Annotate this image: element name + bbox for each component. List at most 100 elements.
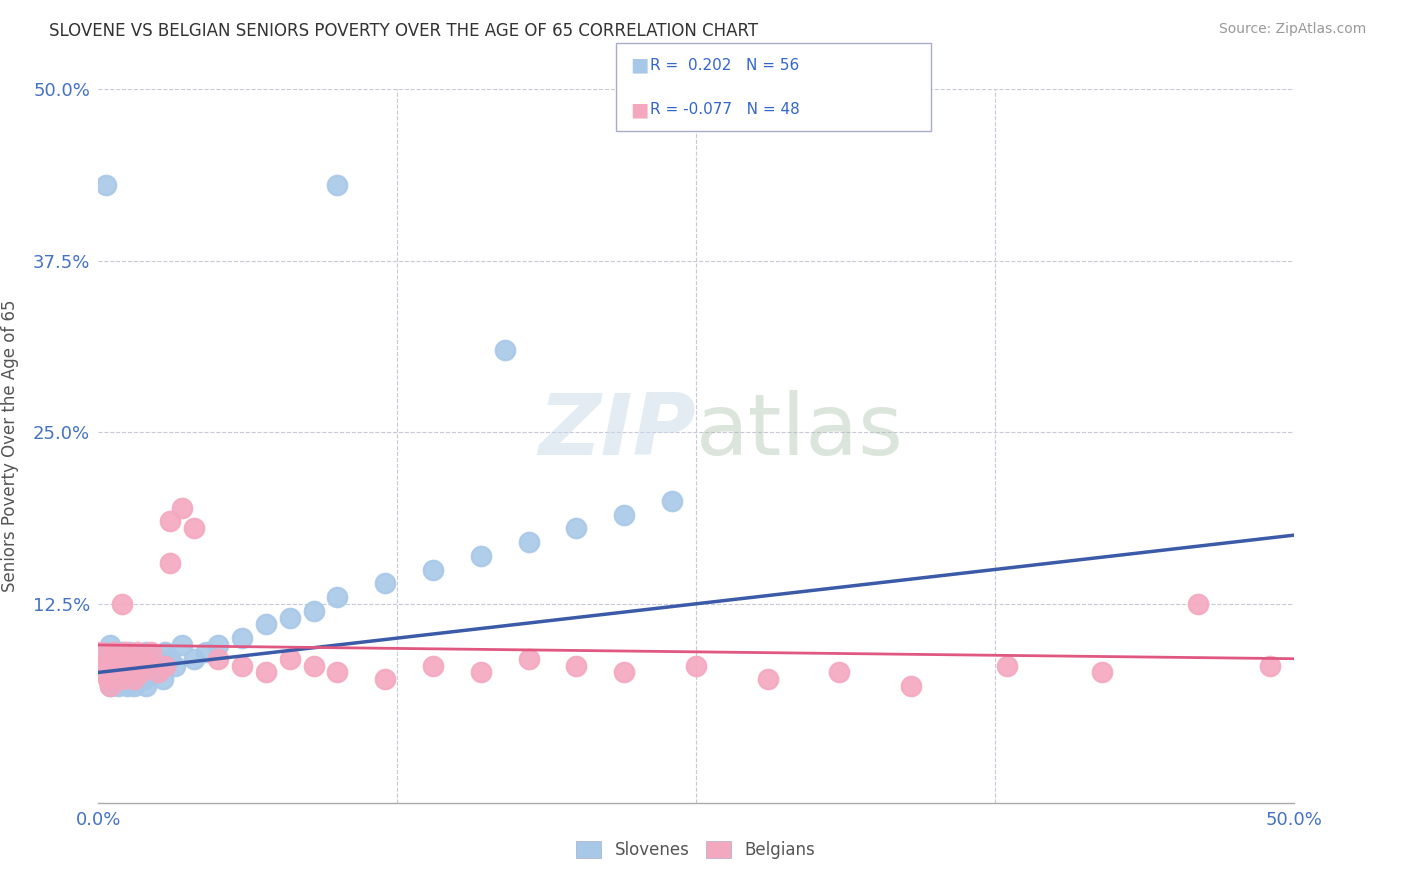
Point <box>302 604 325 618</box>
Point <box>97 665 120 680</box>
Point <box>278 610 301 624</box>
Point <box>128 665 150 680</box>
Point <box>148 651 170 665</box>
Point <box>159 556 181 570</box>
Point <box>828 665 851 680</box>
Point <box>125 645 148 659</box>
Point <box>101 651 124 665</box>
Point <box>115 658 138 673</box>
Point <box>139 658 162 673</box>
Text: SLOVENE VS BELGIAN SENIORS POVERTY OVER THE AGE OF 65 CORRELATION CHART: SLOVENE VS BELGIAN SENIORS POVERTY OVER … <box>49 22 758 40</box>
Point <box>155 658 177 673</box>
Point <box>111 673 134 687</box>
Point <box>995 658 1018 673</box>
Point <box>114 645 136 659</box>
Point <box>422 658 444 673</box>
Point <box>98 679 122 693</box>
Point <box>155 645 177 659</box>
Point <box>98 679 122 693</box>
Point <box>470 665 492 680</box>
Point <box>118 665 141 680</box>
Point <box>326 665 349 680</box>
Point <box>900 679 922 693</box>
Point <box>172 638 194 652</box>
Point <box>152 673 174 687</box>
Point <box>115 679 138 693</box>
Point <box>128 658 150 673</box>
Point <box>107 679 129 693</box>
Point <box>565 521 588 535</box>
Point <box>163 658 186 673</box>
Point <box>172 500 194 515</box>
Point <box>101 645 124 659</box>
Point <box>121 673 143 687</box>
Point <box>97 673 120 687</box>
Point <box>148 665 170 680</box>
Point <box>159 515 181 529</box>
Point <box>254 617 277 632</box>
Point <box>422 562 444 576</box>
Text: Source: ZipAtlas.com: Source: ZipAtlas.com <box>1219 22 1367 37</box>
Point <box>104 658 127 673</box>
Point <box>756 673 779 687</box>
Point <box>94 658 117 673</box>
Point <box>132 673 155 687</box>
Point <box>114 665 136 680</box>
Point <box>145 665 167 680</box>
Point <box>231 658 253 673</box>
Point <box>517 535 540 549</box>
Point <box>254 665 277 680</box>
Point <box>131 665 153 680</box>
Point <box>183 521 205 535</box>
Point <box>94 178 117 193</box>
Point <box>1258 658 1281 673</box>
Point <box>91 665 114 680</box>
Point <box>1091 665 1114 680</box>
Text: atlas: atlas <box>696 390 904 474</box>
Text: ZIP: ZIP <box>538 390 696 474</box>
Point <box>685 658 707 673</box>
Point <box>124 679 146 693</box>
Point <box>565 658 588 673</box>
Point <box>207 638 229 652</box>
Point <box>1187 597 1209 611</box>
Point <box>108 651 131 665</box>
Point <box>135 645 157 659</box>
Point <box>374 576 396 591</box>
Point <box>101 673 124 687</box>
Point <box>111 645 134 659</box>
Point <box>104 645 127 659</box>
Point <box>90 645 112 659</box>
Point <box>183 651 205 665</box>
Point <box>118 645 141 659</box>
Point <box>121 651 143 665</box>
Point <box>90 651 112 665</box>
Point <box>135 679 157 693</box>
Point <box>111 597 134 611</box>
Point <box>111 658 134 673</box>
Point <box>470 549 492 563</box>
Point <box>124 673 146 687</box>
Point <box>91 658 114 673</box>
Point <box>278 651 301 665</box>
Point <box>159 651 181 665</box>
Point <box>231 631 253 645</box>
Text: R = -0.077   N = 48: R = -0.077 N = 48 <box>650 103 800 117</box>
Point <box>374 673 396 687</box>
Point <box>131 651 153 665</box>
Point <box>139 645 162 659</box>
Point <box>125 658 148 673</box>
Point <box>207 651 229 665</box>
Point <box>326 178 349 193</box>
Text: ■: ■ <box>630 100 648 120</box>
Point <box>661 494 683 508</box>
Text: R =  0.202   N = 56: R = 0.202 N = 56 <box>650 58 799 72</box>
Point <box>108 651 131 665</box>
Point <box>124 651 146 665</box>
Point <box>135 651 157 665</box>
Point <box>118 665 141 680</box>
Point <box>98 651 122 665</box>
Point <box>98 638 122 652</box>
Point <box>613 508 636 522</box>
Y-axis label: Seniors Poverty Over the Age of 65: Seniors Poverty Over the Age of 65 <box>1 300 18 592</box>
